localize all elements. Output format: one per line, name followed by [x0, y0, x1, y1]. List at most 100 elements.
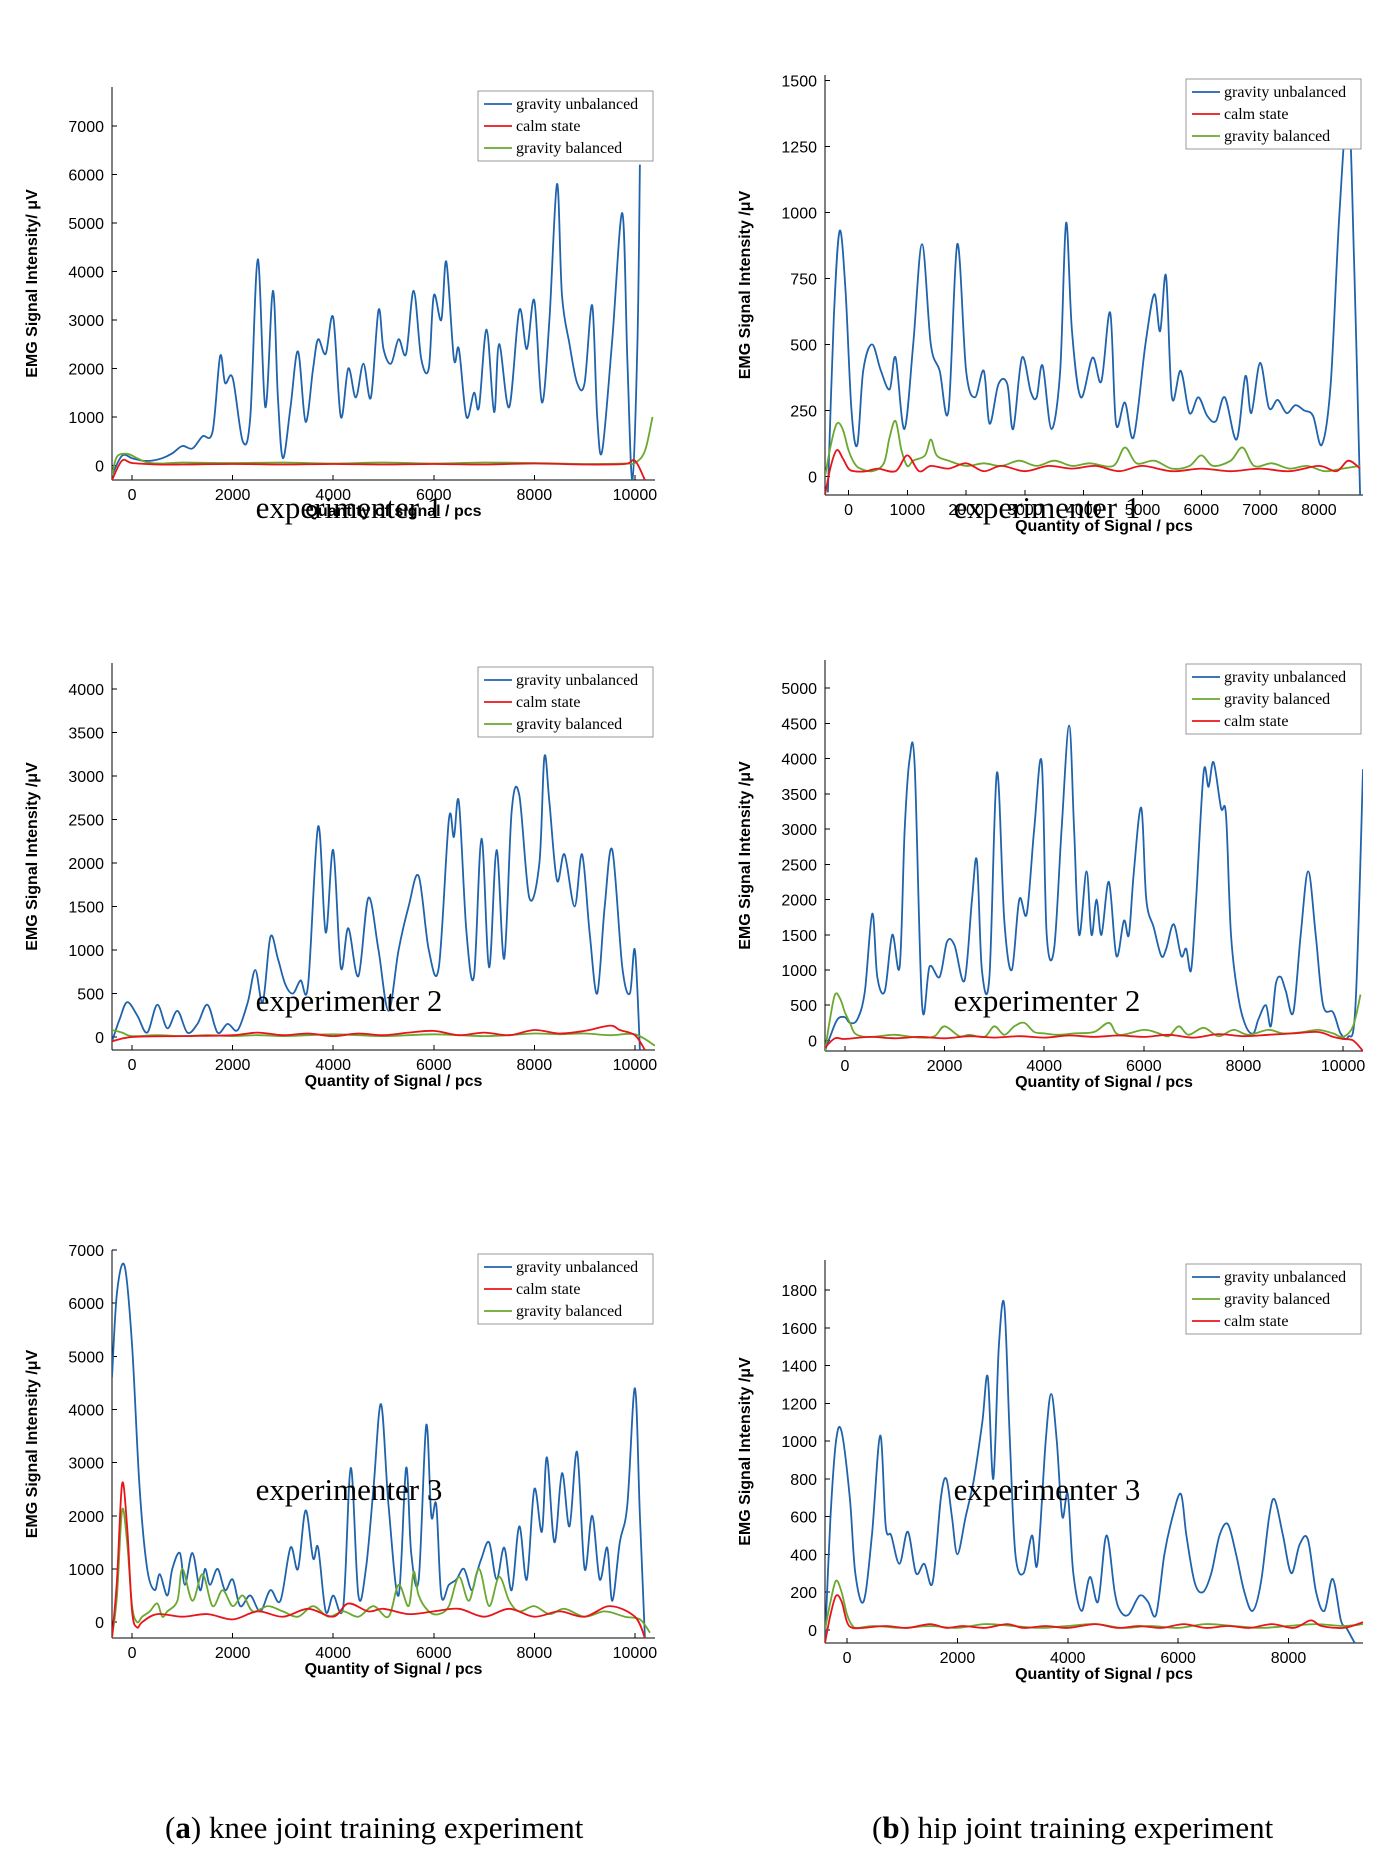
subplot-caption: experimenter 2: [953, 983, 1141, 1018]
y-axis-title: EMG Signal Intensity/ μV: [24, 189, 41, 378]
legend-label: gravity balanced: [516, 1303, 622, 1320]
y-tick-label: 3000: [781, 822, 817, 839]
y-tick-label: 750: [790, 271, 817, 288]
y-tick-label: 0: [808, 1623, 817, 1640]
footer-knee-text: knee joint training experiment: [208, 1810, 584, 1845]
y-tick-label: 2000: [781, 893, 817, 910]
chart-svg: 0 2000 4000 6000 8000 10000 0 500 1000 1500 2000 25…: [737, 660, 1365, 1091]
x-tick-label: 2000: [215, 487, 251, 504]
x-tick-label: 6000: [1126, 1058, 1162, 1075]
y-tick-label: 0: [95, 1615, 104, 1632]
legend: gravity unbalanced calm state gravity bala…: [477, 666, 654, 738]
series-line-gravity-balanced: [825, 419, 1361, 477]
y-tick-label: 1000: [68, 943, 104, 960]
x-tick-label: 4000: [1050, 1650, 1086, 1667]
x-axis-title: Quantity of Signal / pcs: [1015, 1074, 1193, 1091]
series-line-calm-state: [825, 1594, 1363, 1643]
y-tick-label: 0: [95, 458, 104, 475]
legend: gravity unbalanced calm state gravity bala…: [477, 90, 654, 162]
y-axis-title: EMG Signal Intensity /μV: [24, 1349, 41, 1538]
x-tick-label: 8000: [1226, 1058, 1262, 1075]
chart-svg: 0 2000 4000 6000 8000 10000 0 1000 2000 3000 4000 5…: [24, 87, 657, 520]
x-axis-title: Quantity of Signal / pcs: [305, 1661, 483, 1678]
x-tick-label: 6000: [1184, 502, 1220, 519]
x-tick-label: 6000: [416, 1645, 452, 1662]
series-line-calm-state: [112, 1481, 646, 1638]
x-tick-label: 10000: [613, 1645, 658, 1662]
x-tick-label: 8000: [1271, 1650, 1307, 1667]
y-axis-title: EMG Signal Intensity /μV: [737, 1357, 754, 1546]
y-tick-label: 2000: [68, 361, 104, 378]
legend-label: gravity balanced: [516, 140, 622, 157]
legend-label: gravity unbalanced: [1224, 1269, 1346, 1286]
x-tick-label: 3000: [1007, 502, 1043, 519]
legend: gravity unbalanced calm state gravity bala…: [477, 1253, 654, 1325]
series-line-calm-state: [825, 449, 1361, 495]
y-tick-label: 1000: [68, 1562, 104, 1579]
series-line-calm-state: [112, 458, 646, 480]
legend-label: calm state: [1224, 713, 1288, 730]
subplot-caption: experimenter 1: [953, 490, 1141, 525]
x-tick-label: 8000: [517, 1645, 553, 1662]
legend: gravity unbalanced gravity balanced calm s…: [1185, 1263, 1362, 1335]
series-line-gravity-unbalanced: [112, 754, 641, 1050]
y-tick-label: 0: [808, 1033, 817, 1050]
series-line-gravity-unbalanced: [825, 724, 1363, 1051]
x-axis-title: Quantity of signal / pcs: [305, 503, 481, 520]
x-axis-title: Quantity of Signal / pcs: [1015, 1666, 1193, 1683]
y-tick-label: 800: [790, 1472, 817, 1489]
x-tick-label: 0: [128, 1645, 137, 1662]
x-tick-label: 2000: [215, 1057, 251, 1074]
y-tick-label: 5000: [68, 216, 104, 233]
legend: gravity unbalanced gravity balanced calm s…: [1185, 663, 1362, 735]
series-line-gravity-unbalanced: [825, 1299, 1356, 1643]
series-line-gravity-unbalanced: [112, 164, 641, 480]
x-tick-label: 4000: [315, 487, 351, 504]
chart-knee-experimenter-1: 0 2000 4000 6000 8000 10000 0 1000 2000 3000 4000 5…: [0, 55, 698, 635]
y-tick-label: 4000: [68, 682, 104, 699]
y-tick-label: 1800: [781, 1283, 817, 1300]
y-tick-label: 1500: [781, 928, 817, 945]
y-tick-label: 500: [790, 998, 817, 1015]
footer-knee-caption: (a) knee joint training experiment: [165, 1810, 584, 1845]
y-tick-label: 3500: [68, 726, 104, 743]
x-tick-label: 4000: [1026, 1058, 1062, 1075]
chart-svg: 0 1000 2000 3000 4000 5000 6000 7000 8000 0 250 500…: [737, 73, 1363, 535]
y-tick-label: 250: [790, 403, 817, 420]
chart-hip-experimenter-1: 0 1000 2000 3000 4000 5000 6000 7000 8000 0 250 500…: [698, 55, 1396, 635]
x-tick-label: 10000: [613, 1057, 658, 1074]
footer-knee-label: a: [175, 1810, 191, 1845]
legend: gravity unbalanced calm state gravity bala…: [1185, 78, 1362, 150]
x-tick-label: 0: [843, 1650, 852, 1667]
y-tick-label: 4000: [68, 264, 104, 281]
x-tick-label: 0: [840, 1058, 849, 1075]
y-tick-label: 600: [790, 1510, 817, 1527]
y-tick-label: 1500: [68, 900, 104, 917]
x-tick-label: 6000: [416, 487, 452, 504]
legend-label: gravity unbalanced: [1224, 84, 1346, 101]
chart-svg: 0 2000 4000 6000 8000 10000 0 1000 2000 3000 4000 5…: [24, 1243, 658, 1678]
x-tick-label: 8000: [517, 487, 553, 504]
y-tick-label: 4500: [781, 716, 817, 733]
y-tick-label: 4000: [68, 1402, 104, 1419]
series-line-calm-state: [112, 1024, 646, 1050]
y-tick-label: 5000: [781, 681, 817, 698]
legend-label: gravity balanced: [516, 716, 622, 733]
y-tick-label: 1000: [781, 1434, 817, 1451]
y-tick-label: 3000: [68, 1456, 104, 1473]
y-tick-label: 400: [790, 1547, 817, 1564]
y-tick-label: 200: [790, 1585, 817, 1602]
chart-svg: 0 2000 4000 6000 8000 10000 0 500 1000 1500 2000 25…: [24, 663, 658, 1090]
legend-label: gravity unbalanced: [516, 1259, 638, 1276]
y-tick-label: 0: [808, 470, 817, 487]
y-tick-label: 1000: [781, 205, 817, 222]
y-tick-label: 6000: [68, 1296, 104, 1313]
y-tick-label: 6000: [68, 167, 104, 184]
y-tick-label: 7000: [68, 119, 104, 136]
x-tick-label: 6000: [416, 1057, 452, 1074]
y-tick-label: 500: [790, 337, 817, 354]
chart-svg: 0 2000 4000 6000 8000 0 200 400 600 800 1000 1200 14…: [737, 1260, 1363, 1683]
legend-label: calm state: [1224, 1313, 1288, 1330]
subplot-caption: experimenter 3: [953, 1472, 1141, 1507]
series-line-gravity-balanced: [112, 1507, 651, 1638]
